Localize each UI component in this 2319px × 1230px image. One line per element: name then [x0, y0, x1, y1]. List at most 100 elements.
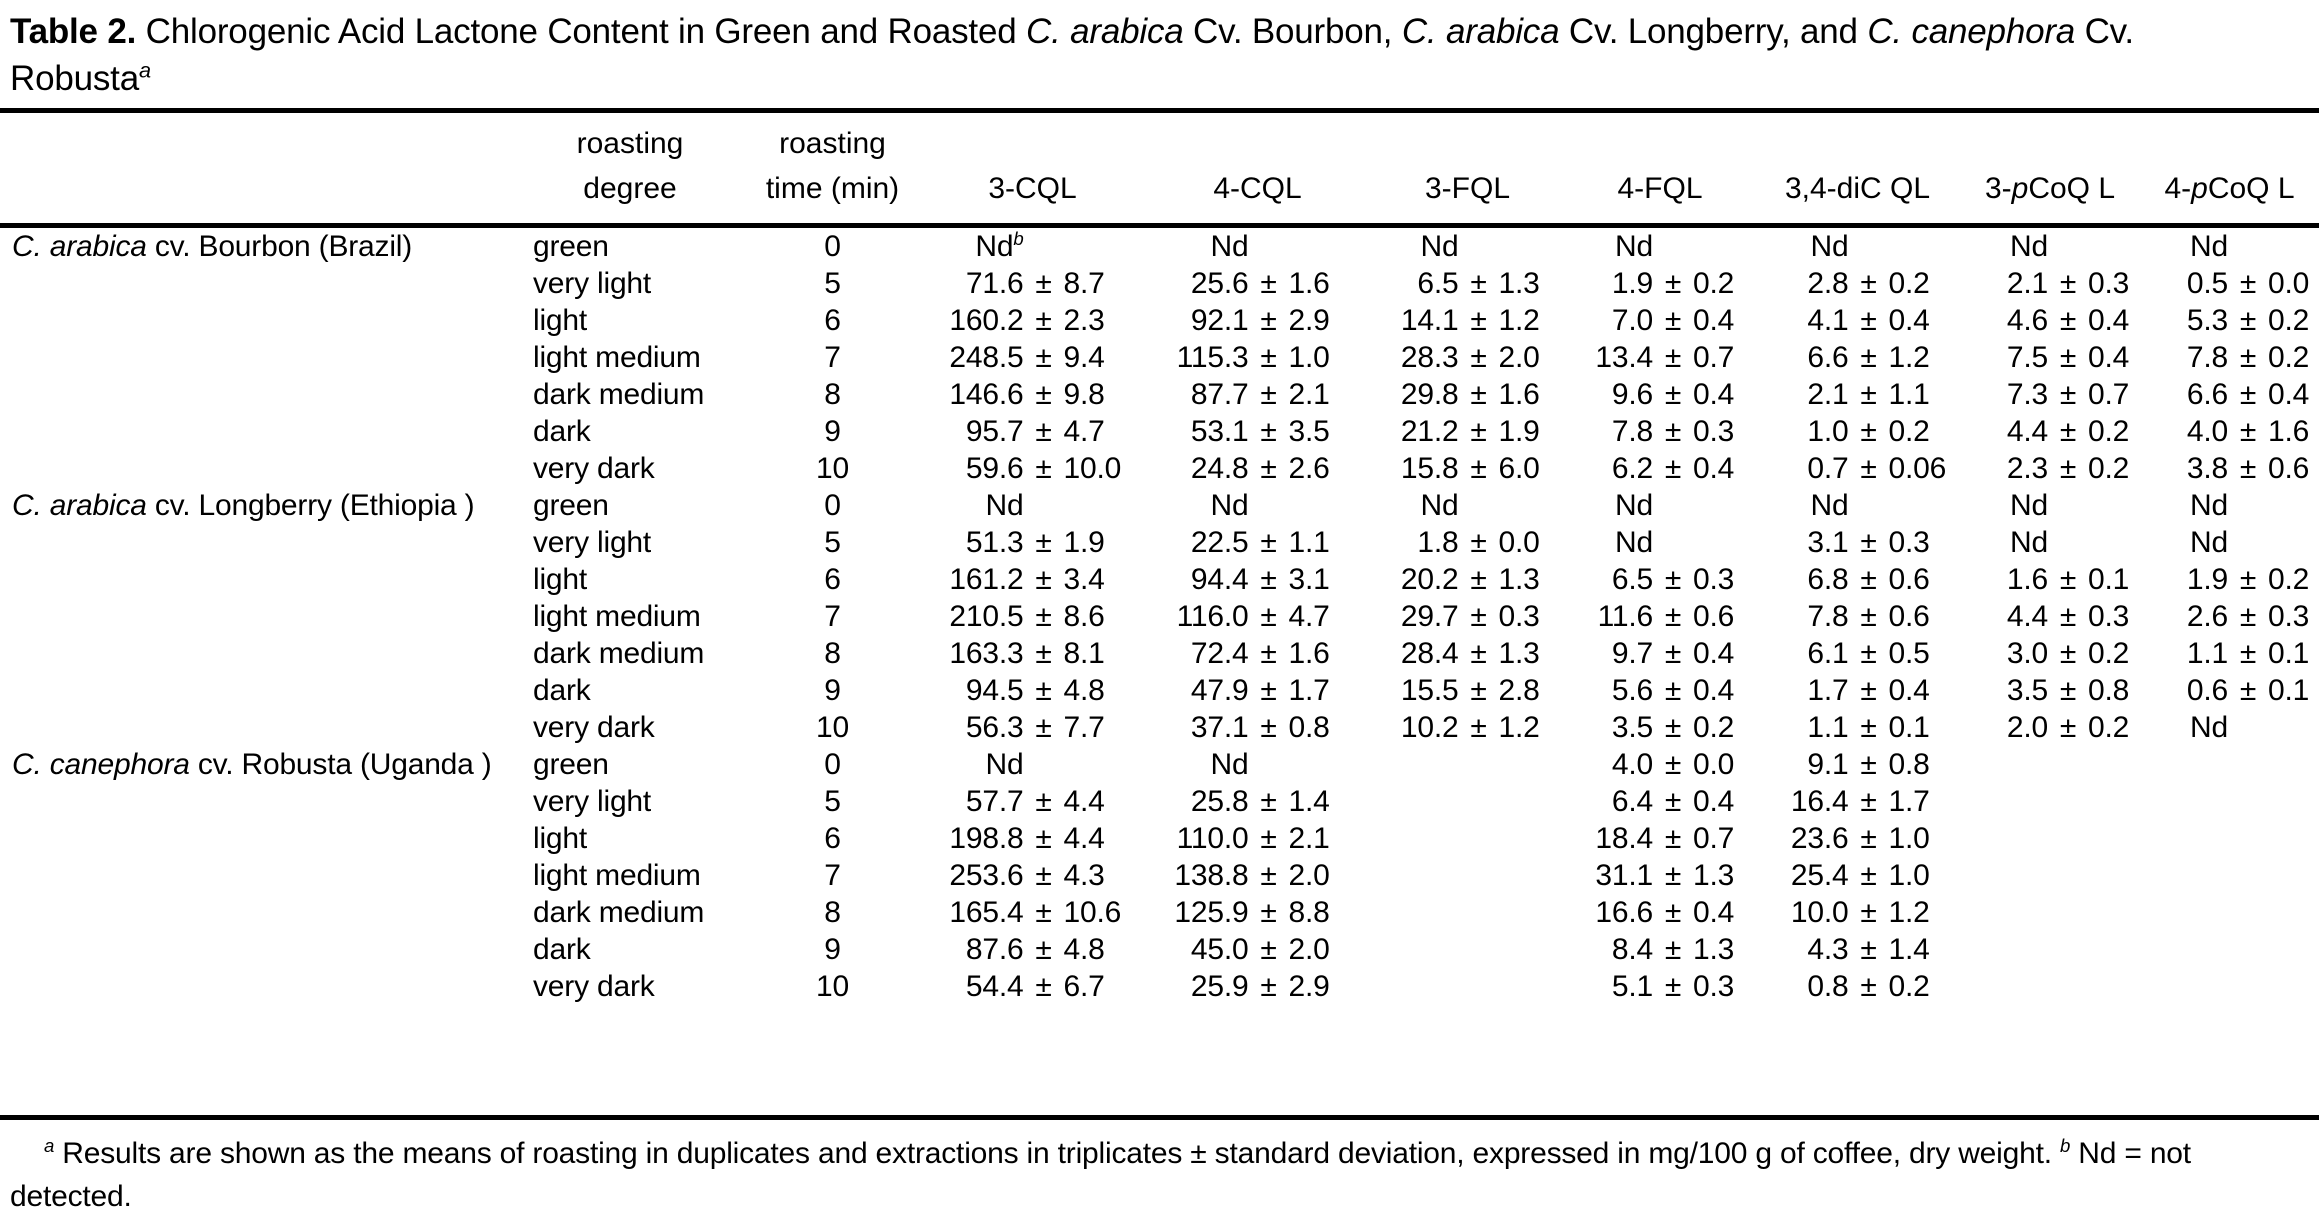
column-header-line: 3,4-diC QL: [1755, 166, 1960, 211]
value-cell: 16.4 ±1.7: [1755, 783, 1960, 820]
roasting-time-cell: 5: [824, 526, 841, 559]
value-text: 15.5 ±2.8: [1400, 674, 1540, 707]
column-header: 3-FQL: [1370, 110, 1565, 228]
value-cell: 4.0 ±0.0: [1565, 746, 1755, 783]
value-text: 16.4 ±1.7: [1790, 785, 1930, 818]
value-cell: 146.6 ±9.8: [920, 376, 1145, 413]
value-cell: Nd: [1755, 226, 1960, 266]
value-text: 6.5 ±0.3: [1611, 563, 1735, 596]
table-row: very light 5 71.6 ±8.7 25.6 ±1.6 6.5 ±1.3 1.9 ±0.…: [0, 265, 2319, 302]
species-cell: [0, 783, 515, 820]
value-cell: 13.4 ±0.7: [1565, 339, 1755, 376]
value-text: Nd: [1210, 748, 1249, 781]
value-text: 0.5 ±0.0: [2186, 267, 2310, 300]
text-part: b: [2059, 1134, 2071, 1156]
value-cell: 95.7 ±4.7: [920, 413, 1145, 450]
roasting-time-cell: 9: [824, 933, 841, 966]
value-text: 15.8 ±6.0: [1400, 452, 1540, 485]
roasting-degree-cell: very dark: [533, 452, 655, 485]
table-header: roasting degree roasting time (min) 3-CQL 4-C…: [0, 110, 2319, 228]
value-cell: 6.5 ±1.3: [1370, 265, 1565, 302]
value-cell: 7.0 ±0.4: [1565, 302, 1755, 339]
value-text: 2.0 ±0.2: [2006, 711, 2130, 744]
text-part: Results are shown as the means of roasti…: [54, 1136, 2060, 1170]
value-text: 47.9 ±1.7: [1190, 674, 1330, 707]
value-text: 1.9 ±0.2: [1611, 267, 1735, 300]
species-cell: [0, 635, 515, 672]
table-row: light 6 160.2 ±2.3 92.1 ±2.9 14.1 ±1.2 7.0 ±0.4 4.…: [0, 302, 2319, 339]
value-text: Nd: [2010, 230, 2048, 263]
value-cell: 2.1 ±1.1: [1755, 376, 1960, 413]
text-part: roasting: [779, 127, 886, 160]
column-header-line: 3-CQL: [920, 166, 1145, 211]
value-cell: 7.5 ±0.4: [1960, 339, 2140, 376]
value-text: 7.5 ±0.4: [2006, 341, 2130, 374]
value-text: Nd: [1210, 489, 1249, 522]
value-cell: 3.5 ±0.8: [1960, 672, 2140, 709]
value-cell: 1.1 ±0.1: [2140, 635, 2319, 672]
value-text: 4.1 ±0.4: [1807, 304, 1930, 337]
value-text: Nd: [985, 748, 1024, 781]
value-text: 5.1 ±0.3: [1611, 970, 1735, 1003]
roasting-degree-cell: light medium: [533, 859, 701, 892]
value-cell: Nd: [1960, 524, 2140, 561]
value-text: Nd: [1810, 230, 1849, 263]
table-row: dark medium 8 146.6 ±9.8 87.7 ±2.1 29.8 ±1.6 9.6…: [0, 376, 2319, 413]
column-header-line: roasting: [515, 121, 745, 166]
text-part: C. arabica: [12, 230, 147, 263]
value-text: 37.1 ±0.8: [1190, 711, 1330, 744]
value-text: 248.5 ±9.4: [949, 341, 1105, 374]
species-cell: [0, 561, 515, 598]
value-cell: 16.6 ±0.4: [1565, 894, 1755, 931]
text-part: p: [2191, 172, 2208, 205]
roasting-degree-cell: very light: [533, 267, 652, 300]
value-cell: 94.5 ±4.8: [920, 672, 1145, 709]
value-text: 110.0 ±2.1: [1176, 822, 1330, 855]
text-part: 3-FQL: [1424, 172, 1511, 205]
roasting-degree-cell: very light: [533, 526, 652, 559]
column-header: 4-CQL: [1145, 110, 1370, 228]
roasting-degree-cell: dark medium: [533, 378, 705, 411]
roasting-degree-cell: light medium: [533, 600, 701, 633]
value-text: 3.1 ±0.3: [1807, 526, 1930, 559]
value-text: Nd: [2190, 489, 2228, 522]
value-cell: [1960, 894, 2140, 931]
value-text: 161.2 ±3.4: [949, 563, 1105, 596]
species-cell: [0, 968, 515, 1005]
value-cell: 5.6 ±0.4: [1565, 672, 1755, 709]
value-text: 5.6 ±0.4: [1611, 674, 1735, 707]
value-cell: 23.6 ±1.0: [1755, 820, 1960, 857]
roasting-time-cell: 0: [824, 748, 841, 781]
text-part: cv. Longberry (Ethiopia ): [146, 489, 475, 522]
value-text: 1.7 ±0.4: [1807, 674, 1930, 707]
spacer-row: [0, 1005, 2319, 1117]
value-text: 9.7 ±0.4: [1611, 637, 1735, 670]
value-text: 2.1 ±0.3: [2006, 267, 2130, 300]
value-cell: 6.2 ±0.4: [1565, 450, 1755, 487]
text-part: a: [138, 57, 151, 83]
value-cell: 1.6 ±0.1: [1960, 561, 2140, 598]
value-text: 2.8 ±0.2: [1807, 267, 1930, 300]
table-row: dark medium 8 163.3 ±8.1 72.4 ±1.6 28.4 ±1.3 9.7…: [0, 635, 2319, 672]
value-cell: 7.8 ±0.6: [1755, 598, 1960, 635]
table-row: very dark 10 54.4 ±6.7 25.9 ±2.9 5.1 ±0.3 0.8 ±0.…: [0, 968, 2319, 1005]
value-cell: 22.5 ±1.1: [1145, 524, 1370, 561]
value-cell: 125.9 ±8.8: [1145, 894, 1370, 931]
text-part: C. canephora: [1867, 12, 2076, 51]
column-header: 3-CQL: [920, 110, 1145, 228]
value-text: 2.6 ±0.3: [2186, 600, 2310, 633]
roasting-degree-cell: light: [533, 822, 588, 855]
value-text: Nd: [2010, 489, 2048, 522]
species-cell: C. arabica cv. Bourbon (Brazil): [0, 226, 515, 266]
value-cell: [1370, 783, 1565, 820]
value-text: 13.4 ±0.7: [1595, 341, 1735, 374]
value-cell: Nd: [1145, 226, 1370, 266]
footnote: a Results are shown as the means of roas…: [0, 1120, 2319, 1218]
value-text: 146.6 ±9.8: [949, 378, 1105, 411]
table-row: light medium 7 248.5 ±9.4 115.3 ±1.0 28.3 ±2.0 1…: [0, 339, 2319, 376]
value-cell: Nd: [1145, 487, 1370, 524]
text-part: detected.: [10, 1179, 132, 1213]
value-text: 51.3 ±1.9: [965, 526, 1105, 559]
value-cell: 4.0 ±1.6: [2140, 413, 2319, 450]
value-text: Nd: [1810, 489, 1849, 522]
